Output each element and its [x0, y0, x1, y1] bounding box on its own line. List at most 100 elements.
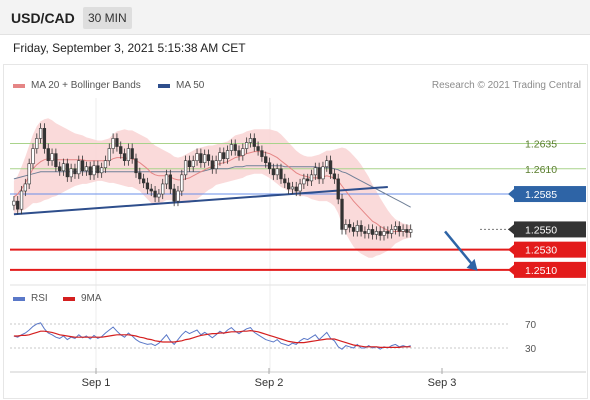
candle-body [35, 138, 39, 149]
candle-body [27, 163, 31, 185]
header-bar: USD/CAD 30 MIN [0, 0, 590, 35]
ma50-legend-label: MA 50 [176, 80, 205, 91]
candle-body [252, 138, 256, 147]
forecast-arrow-line [444, 230, 474, 266]
candle-body [233, 144, 237, 151]
candle-body [317, 167, 321, 180]
candle-body [286, 182, 291, 190]
level-label: 1.2635 [525, 138, 557, 150]
candle-body [409, 229, 413, 233]
candle-body [58, 166, 62, 172]
candle-body [336, 178, 340, 200]
candle-body [65, 163, 69, 178]
candle-body [306, 178, 310, 182]
candle-body [355, 225, 359, 232]
candle-body [199, 153, 203, 164]
rsi-legend-swatch [13, 297, 25, 301]
candle-body [389, 229, 394, 234]
candle-body [149, 188, 153, 192]
candle-body [119, 146, 123, 154]
level-label: 1.2610 [525, 164, 557, 176]
candle-body [302, 178, 306, 185]
candle-body [363, 231, 367, 234]
x-tick-label: Sep 3 [428, 377, 457, 389]
x-tick-label: Sep 2 [255, 377, 284, 389]
candle-body [298, 183, 302, 192]
timeframe-badge[interactable]: 30 MIN [83, 7, 132, 29]
candle-body [134, 158, 138, 174]
candle-body [16, 200, 20, 210]
candle-body [84, 166, 89, 172]
candle-body [344, 224, 348, 230]
candle-body [370, 229, 375, 235]
candle-body [245, 142, 249, 149]
candle-body [328, 160, 333, 175]
candle-body [351, 227, 356, 232]
candle-body [164, 174, 169, 185]
candle-body [115, 138, 119, 147]
candle-body [54, 153, 58, 168]
candle-body [374, 231, 379, 235]
x-tick-label: Sep 1 [82, 377, 111, 389]
rsi-ma-legend-label: 9MA [81, 293, 102, 304]
candle-body [50, 153, 54, 161]
candle-body [130, 148, 134, 159]
candle-body [256, 146, 260, 151]
candle-body [340, 198, 344, 230]
candle-body [69, 168, 73, 178]
candle-body [19, 190, 24, 210]
level-label-pointer [508, 244, 514, 255]
candle-body [161, 183, 165, 195]
candle-body [264, 156, 268, 164]
candle-body [183, 160, 188, 176]
level-label-pointer [508, 189, 514, 200]
candle-body [241, 148, 245, 156]
candle-body [46, 148, 50, 161]
rsi-ma-line [13, 329, 411, 348]
candle-body [180, 174, 184, 192]
candle-body [401, 229, 405, 232]
candle-body [206, 154, 211, 161]
rsi-line [13, 322, 411, 350]
candle-body [237, 150, 241, 156]
candle-body [23, 183, 27, 192]
candle-body [126, 148, 131, 161]
candle-body [325, 160, 329, 168]
candle-body [145, 182, 150, 190]
candle-body [176, 190, 180, 202]
candle-body [31, 148, 35, 165]
candle-body [332, 173, 337, 180]
candle-body [393, 226, 398, 230]
candle-body [348, 224, 352, 228]
candle-body [195, 153, 199, 161]
rsi-ma-legend-swatch [63, 297, 75, 301]
candle-body [73, 168, 77, 175]
candle-body [80, 160, 85, 172]
level-label-pointer [508, 224, 514, 235]
level-label: 1.2530 [525, 245, 557, 257]
bollinger-band [13, 118, 411, 258]
candle-body [111, 138, 115, 149]
candle-body [77, 160, 81, 175]
candle-body [279, 168, 283, 180]
rsi-legend-label: RSI [31, 293, 48, 304]
candle-body [172, 188, 176, 202]
level-label-bg [514, 221, 586, 238]
candle-body [283, 178, 287, 184]
candle-body [96, 165, 100, 174]
level-label: 1.2550 [525, 224, 557, 236]
candle-body [397, 226, 401, 232]
candle-body [103, 160, 108, 169]
candle-body [229, 144, 234, 151]
candle-body [168, 174, 172, 190]
candle-body [275, 168, 279, 176]
candle-body [191, 160, 195, 168]
candle-body [141, 178, 146, 184]
candle-body [309, 174, 314, 182]
bb-legend-label: MA 20 + Bollinger Bands [31, 80, 141, 91]
candle-body [61, 163, 66, 172]
candle-body [107, 148, 111, 161]
candle-body [187, 160, 192, 168]
candle-body [267, 162, 272, 170]
level-label: 1.2510 [525, 265, 557, 277]
